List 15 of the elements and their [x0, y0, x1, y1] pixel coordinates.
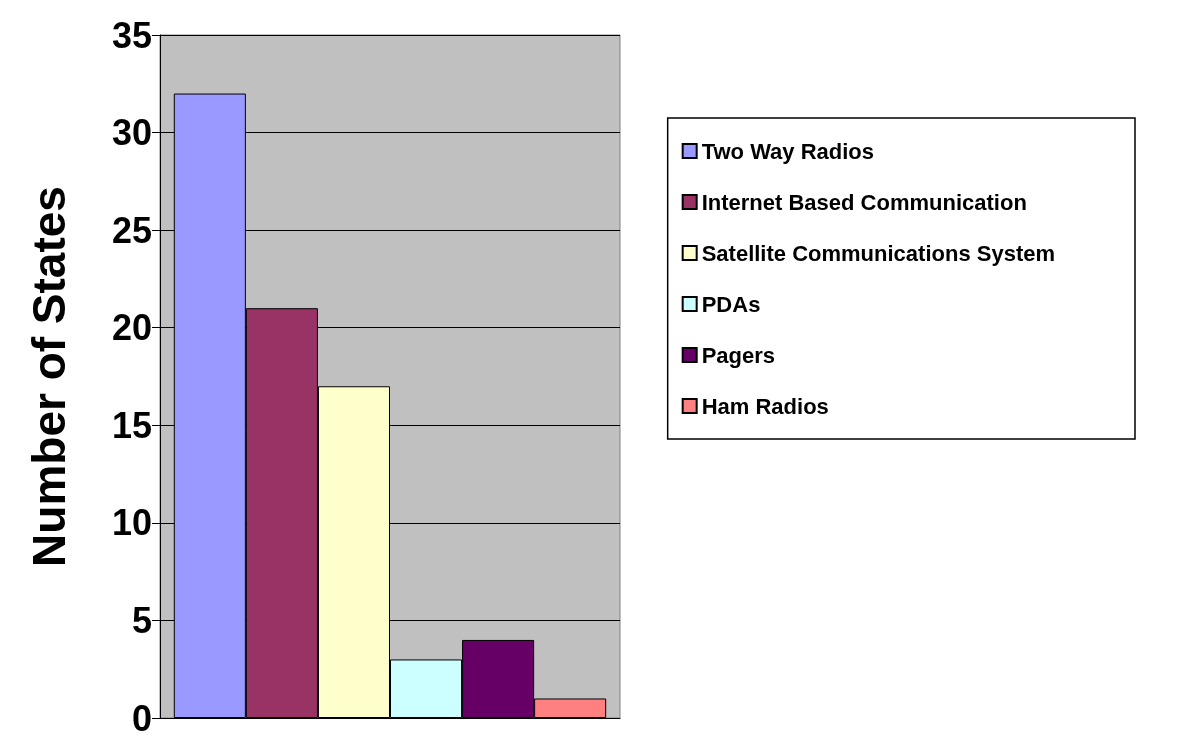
y-tick-label: 10	[111, 502, 152, 544]
legend-label: Pagers	[701, 342, 776, 368]
y-tick-label: 0	[131, 697, 152, 736]
y-tick-label: 30	[111, 112, 152, 154]
legend-label: Satellite Communications System	[701, 240, 1056, 266]
legend-label: Internet Based Communication	[701, 189, 1027, 215]
y-tick-label: 20	[111, 307, 152, 349]
y-tick-label: 25	[111, 209, 152, 251]
legend-label: Two Way Radios	[701, 138, 875, 164]
y-axis-title: Number of States	[23, 186, 75, 567]
y-tick-label: 5	[131, 599, 152, 641]
legend-label: PDAs	[701, 291, 761, 317]
y-tick-label: 15	[111, 404, 152, 446]
y-tick-label: 35	[111, 14, 152, 56]
legend-label: Ham Radios	[701, 393, 829, 419]
